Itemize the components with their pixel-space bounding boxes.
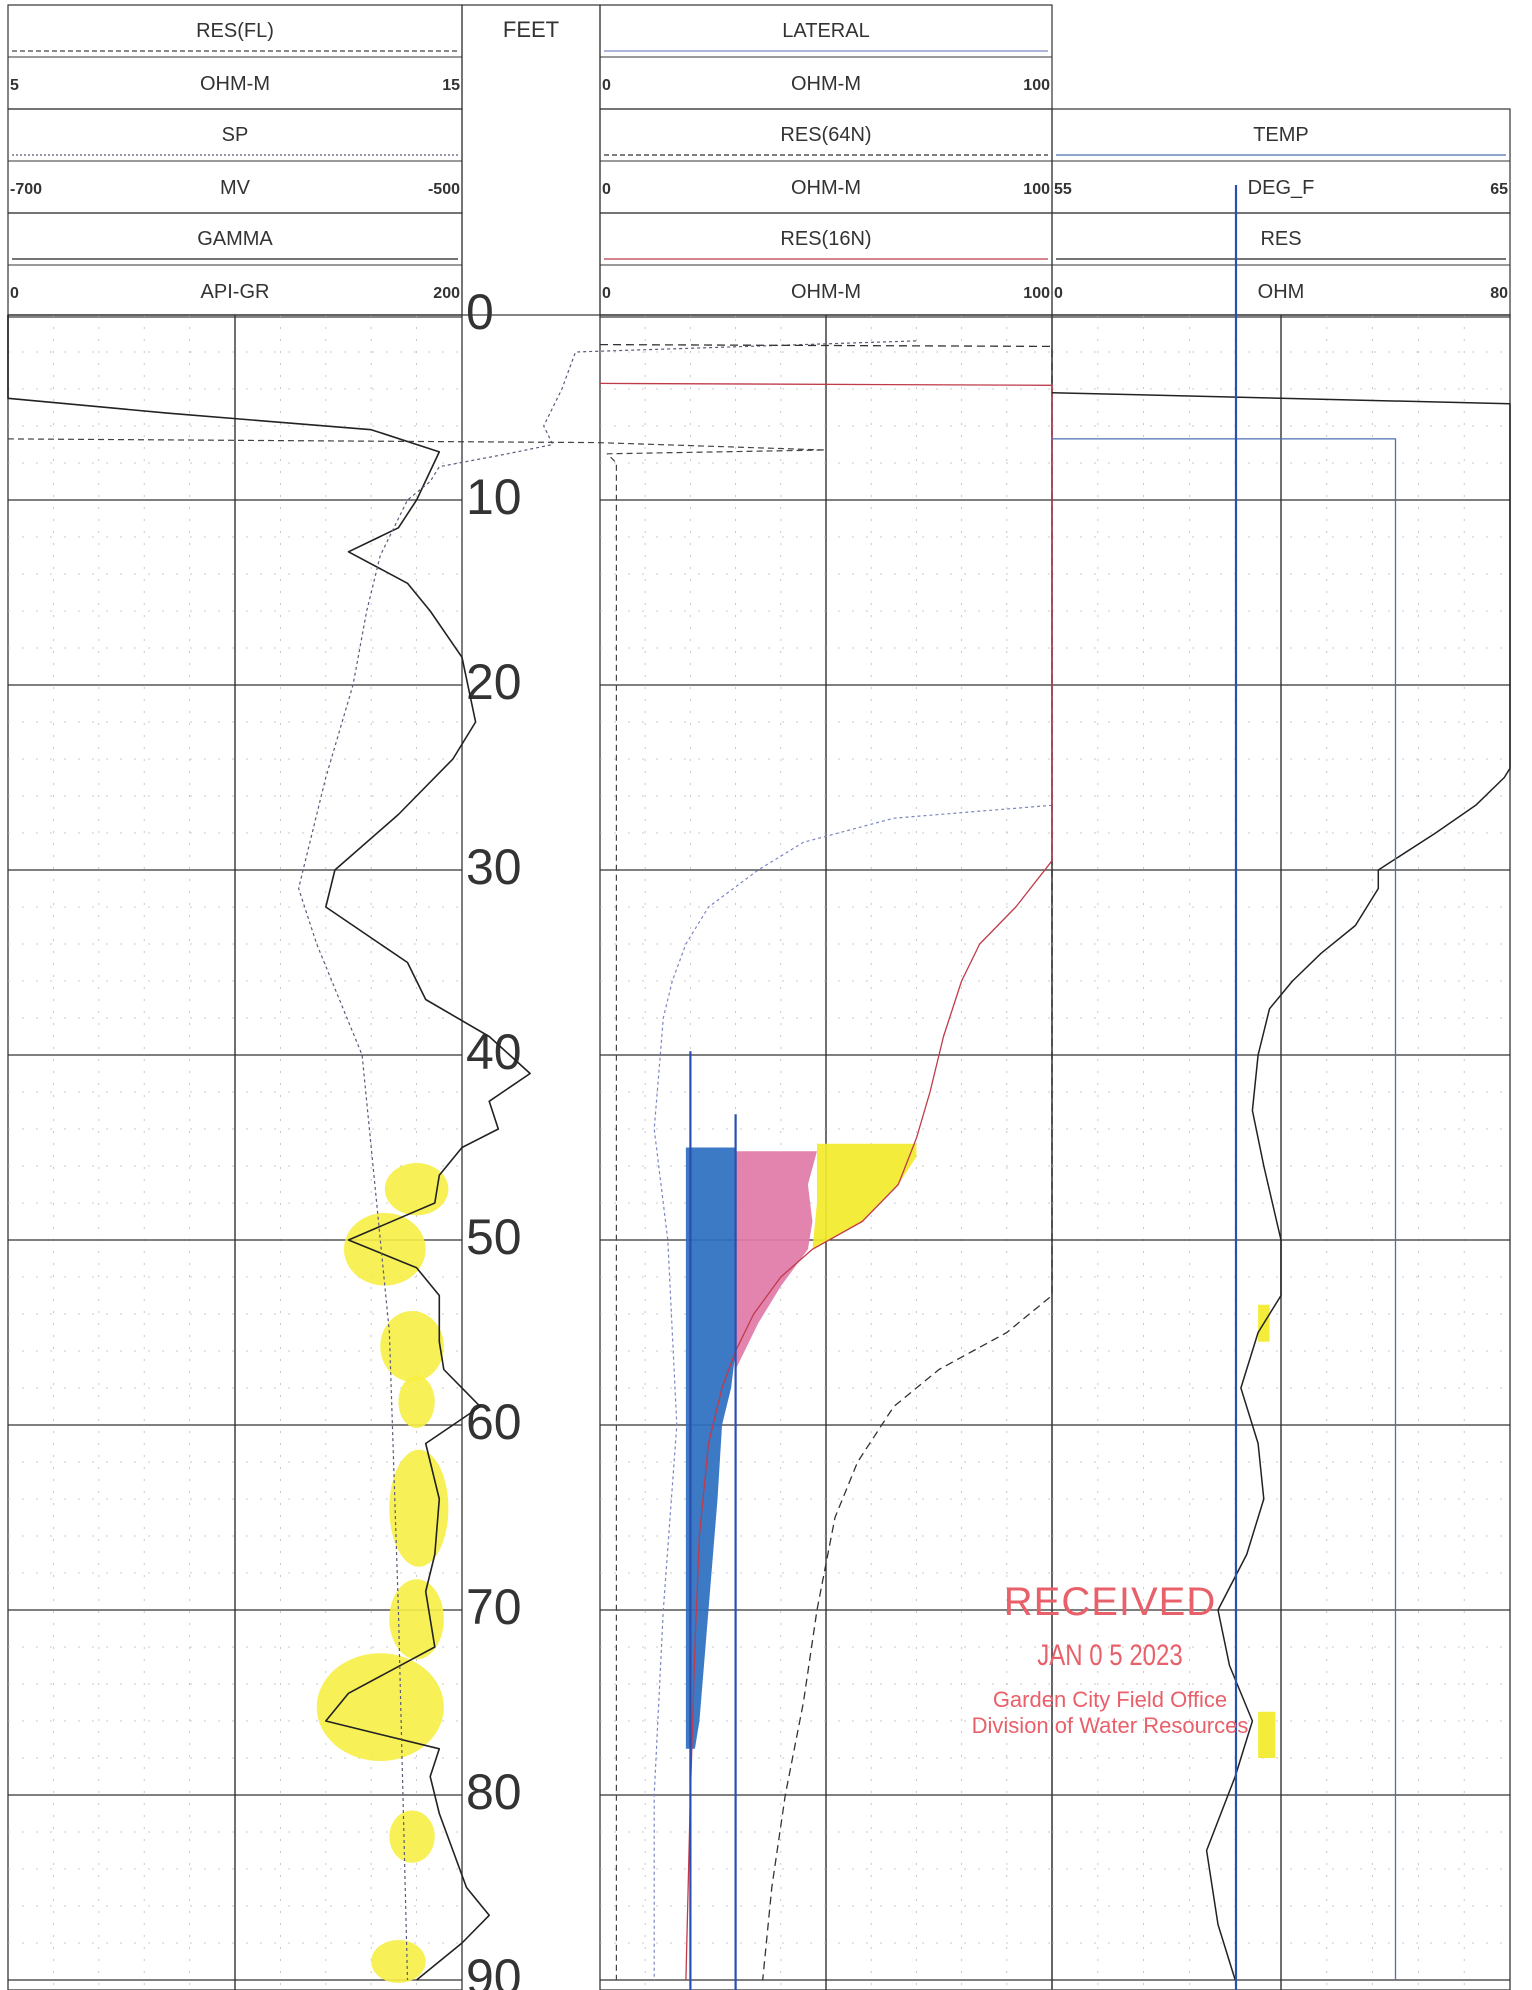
scale-min-label: 0 — [602, 181, 611, 198]
curve-lateral — [653, 804, 1053, 1980]
curve-res-fl- — [7, 438, 826, 1980]
scale-min-label: 0 — [10, 285, 19, 302]
scale-max-label: 15 — [442, 77, 460, 94]
stamp-received: RECEIVED — [1003, 1580, 1217, 1624]
depth-tick-label: 40 — [466, 1024, 522, 1080]
curve-name-label: RES(FL) — [196, 20, 274, 42]
highlight-mark — [384, 1163, 449, 1216]
depth-header-label: FEET — [503, 17, 559, 42]
curve-name-label: LATERAL — [782, 20, 869, 42]
curve-unit-label: OHM-M — [791, 281, 861, 303]
curve-unit-label: OHM-M — [791, 177, 861, 199]
curve-name-label: TEMP — [1253, 124, 1309, 146]
depth-tick-label: 0 — [466, 284, 494, 340]
interpretation-fill — [735, 1151, 817, 1370]
highlight-mark — [389, 1579, 444, 1660]
depth-tick-label: 20 — [466, 654, 522, 710]
stamp-division: Division of Water Resources — [971, 1713, 1249, 1738]
highlight-mark — [343, 1212, 426, 1286]
depth-tick-label: 70 — [466, 1579, 522, 1635]
depth-tick-label: 50 — [466, 1209, 522, 1265]
curve-gamma — [7, 315, 531, 1981]
curve-unit-label: OHM-M — [200, 73, 270, 95]
curve-sp — [298, 340, 917, 1981]
highlight-mark — [389, 1810, 435, 1863]
stamp-date: JAN 0 5 2023 — [1037, 1639, 1183, 1672]
scale-min-label: 0 — [1054, 285, 1063, 302]
scale-max-label: 100 — [1023, 285, 1050, 302]
scale-min-label: 0 — [602, 285, 611, 302]
interpretation-fill — [685, 1147, 736, 1749]
highlight-mark — [380, 1311, 444, 1382]
highlight-mark — [316, 1653, 444, 1761]
highlight-mark — [398, 1375, 435, 1428]
interpretation-fill — [1258, 1711, 1276, 1758]
stamp-office: Garden City Field Office — [992, 1687, 1228, 1712]
curve-res-16n- — [599, 382, 1053, 1981]
depth-tick-label: 90 — [466, 1949, 522, 1990]
scale-max-label: 200 — [433, 285, 460, 302]
scale-min-label: -700 — [10, 181, 42, 198]
depth-tick-label: 80 — [466, 1764, 522, 1820]
curve-res-64n- — [599, 343, 1053, 1981]
depth-tick-label: 10 — [466, 469, 522, 525]
scale-max-label: 65 — [1490, 181, 1508, 198]
curve-unit-label: DEG_F — [1248, 177, 1315, 199]
scale-min-label: 55 — [1054, 181, 1072, 198]
curve-res — [1051, 391, 1511, 1981]
depth-header-box — [461, 4, 601, 316]
curve-unit-label: OHM — [1258, 281, 1305, 303]
curve-name-label: SP — [222, 124, 249, 146]
scale-max-label: 80 — [1490, 285, 1508, 302]
curve-temp — [1052, 438, 1397, 1980]
highlight-mark — [389, 1449, 449, 1567]
scale-max-label: -500 — [428, 181, 460, 198]
highlight-mark — [371, 1940, 426, 1983]
curve-unit-label: OHM-M — [791, 73, 861, 95]
scale-max-label: 100 — [1023, 181, 1050, 198]
curve-name-label: RES(64N) — [780, 124, 871, 146]
curve-name-label: GAMMA — [197, 228, 273, 250]
curve-name-label: RES — [1260, 228, 1301, 250]
depth-tick-label: 60 — [466, 1394, 522, 1450]
scale-min-label: 0 — [602, 77, 611, 94]
curve-unit-label: API-GR — [201, 281, 270, 303]
scale-max-label: 100 — [1023, 77, 1050, 94]
depth-tick-label: 30 — [466, 839, 522, 895]
curve-name-label: RES(16N) — [780, 228, 871, 250]
scale-min-label: 5 — [10, 77, 19, 94]
received-stamp: RECEIVED JAN 0 5 2023 Garden City Field … — [930, 1580, 1290, 1739]
curve-unit-label: MV — [220, 177, 251, 199]
interpretation-fill — [812, 1143, 917, 1250]
